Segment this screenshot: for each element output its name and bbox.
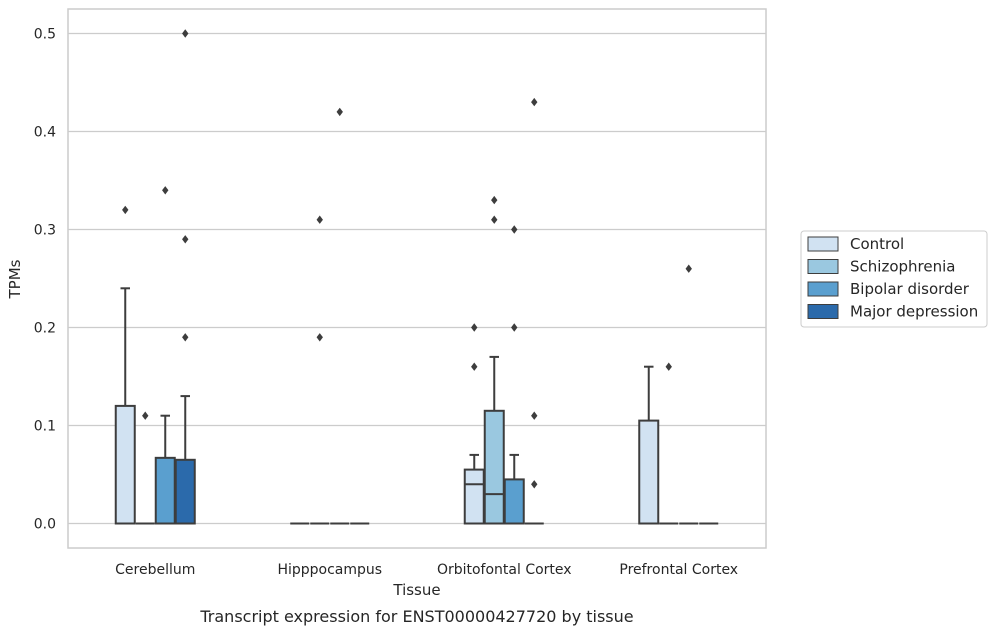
outlier-point bbox=[685, 264, 692, 273]
box bbox=[503, 225, 525, 525]
series-control bbox=[114, 205, 660, 525]
outlier-point bbox=[531, 97, 538, 107]
legend-swatch bbox=[807, 259, 839, 274]
x-tick-label: Orbitofontal Cortex bbox=[437, 562, 572, 578]
x-tick-label: Cerebellum bbox=[115, 562, 195, 578]
outlier-point bbox=[122, 205, 129, 215]
outlier-point bbox=[316, 333, 323, 342]
y-tick-label: 0.0 bbox=[34, 517, 56, 533]
box-body bbox=[114, 404, 136, 525]
legend-swatch bbox=[807, 304, 839, 319]
box-body bbox=[174, 458, 196, 525]
y-tick-label: 0.4 bbox=[34, 125, 56, 141]
y-axis-ticks: 0.0 0.1 0.2 0.3 0.4 0.5 bbox=[34, 27, 56, 533]
series-major-depression bbox=[174, 29, 719, 525]
box bbox=[330, 107, 350, 525]
outlier-point bbox=[182, 235, 189, 244]
box bbox=[174, 29, 196, 525]
box bbox=[524, 97, 544, 525]
legend-label: Bipolar disorder bbox=[850, 280, 970, 298]
outlier-point bbox=[182, 333, 189, 342]
legend-label: Control bbox=[850, 235, 904, 253]
x-axis-label: Tissue bbox=[392, 581, 440, 599]
y-tick-label: 0.5 bbox=[34, 27, 56, 43]
outlier-point bbox=[665, 362, 672, 371]
box bbox=[463, 323, 485, 525]
box bbox=[114, 205, 136, 525]
box bbox=[679, 264, 699, 525]
legend-swatch bbox=[807, 236, 839, 252]
box-body bbox=[154, 456, 176, 525]
outlier-point bbox=[162, 186, 169, 195]
x-tick-label: Prefrontal Cortex bbox=[619, 562, 738, 578]
outlier-point bbox=[316, 215, 323, 224]
box-body bbox=[638, 419, 660, 525]
outlier-point bbox=[471, 323, 478, 332]
legend: Control Schizophrenia Bipolar disorder Majo… bbox=[800, 230, 988, 328]
boxplot-series bbox=[114, 29, 719, 525]
legend-label: Major depression bbox=[850, 303, 978, 321]
outlier-point bbox=[491, 215, 498, 224]
box-body bbox=[503, 478, 525, 525]
box bbox=[154, 186, 176, 525]
outlier-point bbox=[471, 362, 478, 371]
box bbox=[310, 215, 330, 525]
outlier-point bbox=[511, 323, 518, 332]
box bbox=[638, 365, 660, 525]
legend-swatch bbox=[807, 281, 839, 297]
box-body bbox=[463, 468, 485, 525]
box bbox=[659, 362, 679, 525]
figure-caption: Transcript expression for ENST0000042772… bbox=[199, 607, 633, 626]
box bbox=[135, 411, 155, 525]
y-tick-label: 0.3 bbox=[34, 223, 56, 239]
box-body bbox=[483, 409, 505, 525]
outlier-point bbox=[182, 29, 189, 38]
outlier-point bbox=[491, 195, 498, 205]
outlier-point bbox=[142, 411, 149, 420]
plot-frame bbox=[67, 8, 767, 549]
y-tick-label: 0.2 bbox=[34, 321, 56, 337]
legend-label: Schizophrenia bbox=[850, 258, 955, 276]
outlier-point bbox=[531, 480, 538, 489]
outlier-point bbox=[336, 107, 343, 117]
box bbox=[483, 195, 505, 525]
y-axis-label: TPMs bbox=[6, 259, 24, 299]
series-schizophrenia bbox=[135, 195, 679, 525]
x-axis-ticks: Cerebellum Hipppocampus Orbitofontal Corte… bbox=[115, 562, 738, 578]
y-tick-label: 0.1 bbox=[34, 419, 56, 435]
legend-frame bbox=[800, 230, 988, 328]
outlier-point bbox=[511, 225, 518, 234]
grid-lines bbox=[68, 32, 766, 525]
outlier-point bbox=[531, 411, 538, 420]
x-tick-label: Hipppocampus bbox=[277, 562, 382, 578]
series-bipolar-disorder bbox=[154, 107, 699, 525]
